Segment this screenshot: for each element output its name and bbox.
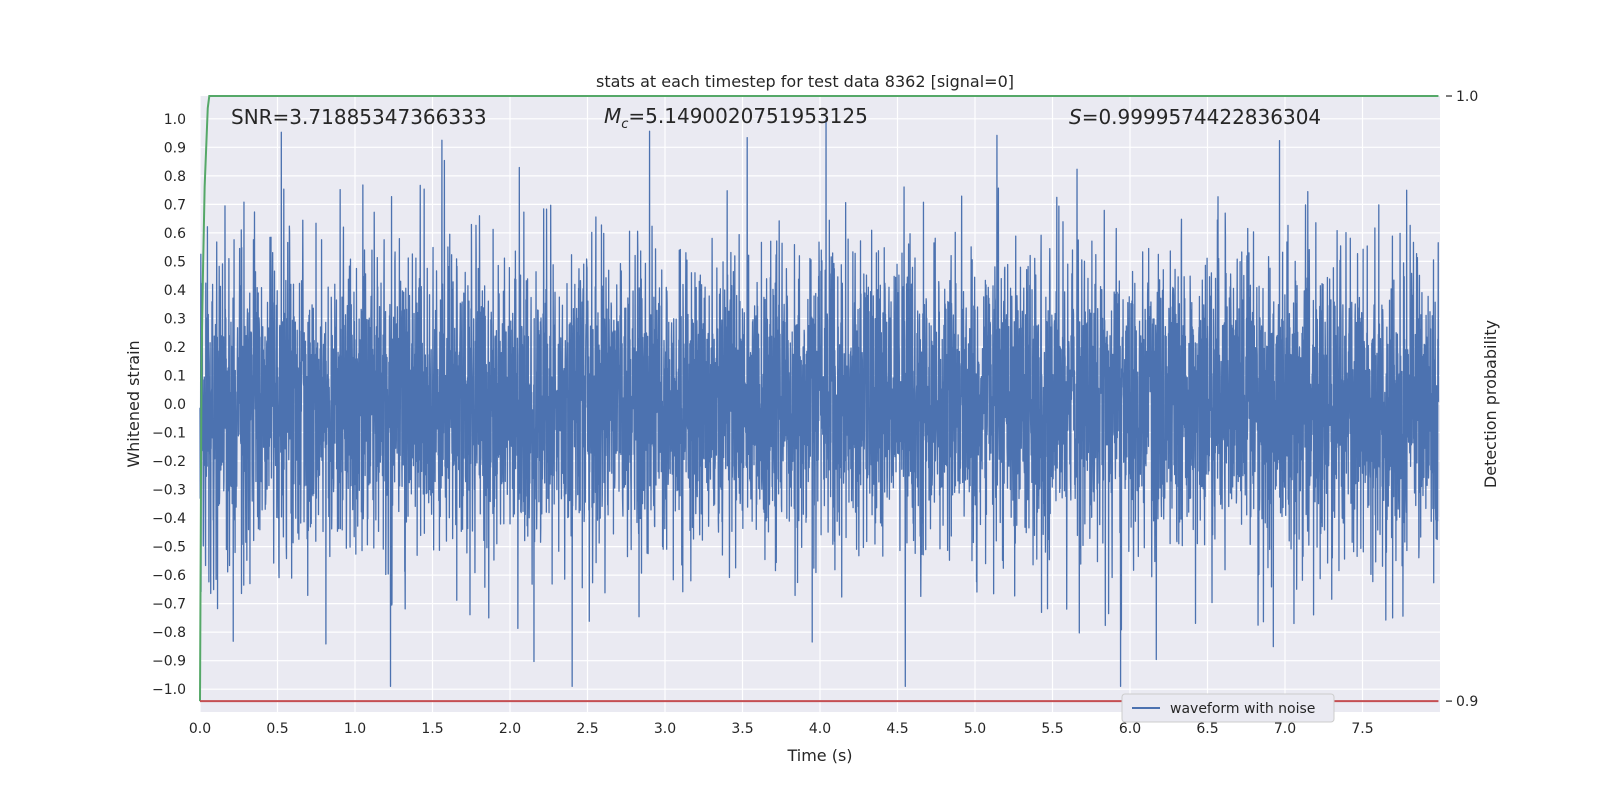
x-tick-label: 2.5	[576, 721, 598, 737]
legend-box	[1121, 693, 1335, 723]
y-tick-label: 0.9	[164, 140, 186, 156]
series-detection	[199, 95, 1439, 702]
x-tick-label: 7.0	[1274, 721, 1296, 737]
y-tick-label: 1.0	[164, 112, 186, 128]
y-tick-label: −0.4	[152, 511, 186, 527]
x-tick-labels: 0.0 0.5 1.0 1.5 2.0 2.5 3.0 3.5 4.0 4.5 5.0 5.5 6.0 6…	[189, 721, 1374, 737]
y-tick-label: 0.3	[164, 311, 186, 327]
x-tick-label: 7.5	[1351, 721, 1373, 737]
legend: waveform with noise	[1121, 693, 1335, 723]
y-tick-label: −0.9	[152, 654, 186, 670]
x-tick-label: 4.5	[886, 721, 908, 737]
annotation-mc: Mc=5.1490020751953125	[604, 104, 868, 132]
x-tick-label: 6.0	[1119, 721, 1141, 737]
y-tick-label: −0.6	[152, 568, 186, 584]
annotation-s: S=0.9999574422836304	[1069, 105, 1321, 129]
y-tick-label: −0.2	[152, 454, 186, 470]
x-tick-label: 0.5	[266, 721, 288, 737]
legend-label-waveform: waveform with noise	[1170, 701, 1315, 717]
y-tick-label: −0.8	[152, 625, 186, 641]
y-tick-label: 0.1	[164, 368, 186, 384]
y-tick-label: 0.0	[164, 397, 186, 413]
annotation-snr: SNR=3.71885347366333	[231, 105, 487, 129]
y-right-tick-label: 1.0	[1456, 89, 1478, 105]
y-tick-label: 0.8	[164, 169, 186, 185]
y-tick-label: −0.3	[152, 483, 186, 499]
x-tick-label: 6.5	[1196, 721, 1218, 737]
y-axis-label: Whitened strain	[124, 340, 143, 467]
y-tick-labels: 1.0 0.9 0.8 0.7 0.6 0.5 0.4 0.3 0.2 0.1 0.0 −0.1 −0.…	[152, 112, 186, 698]
x-axis-label: Time (s)	[786, 746, 852, 765]
chart-title: stats at each timestep for test data 836…	[596, 72, 1014, 91]
x-tick-label: 3.0	[654, 721, 676, 737]
x-tick-label: 5.5	[1041, 721, 1063, 737]
x-tick-label: 2.0	[499, 721, 521, 737]
y-tick-label: 0.7	[164, 197, 186, 213]
y-right-tick-label: 0.9	[1456, 694, 1478, 710]
y-tick-label: −0.7	[152, 597, 186, 613]
x-tick-label: 5.0	[964, 721, 986, 737]
y-right-ticks: 1.0 0.9	[1446, 89, 1478, 710]
y-tick-label: 0.2	[164, 340, 186, 356]
x-tick-label: 0.0	[189, 721, 211, 737]
y-right-axis-label: Detection probability	[1481, 320, 1500, 488]
x-tick-label: 1.0	[344, 721, 366, 737]
detection-probability-line	[199, 95, 1439, 702]
waveform-line	[199, 118, 1440, 687]
y-tick-label: 0.4	[164, 283, 186, 299]
series-waveform	[199, 118, 1440, 687]
y-tick-label: 0.6	[164, 226, 186, 242]
y-tick-label: 0.5	[164, 254, 186, 270]
x-tick-label: 3.5	[731, 721, 753, 737]
x-tick-label: 4.0	[809, 721, 831, 737]
x-tick-label: 1.5	[421, 721, 443, 737]
y-tick-label: −0.5	[152, 540, 186, 556]
y-tick-label: −0.1	[152, 426, 186, 442]
y-tick-label: −1.0	[152, 682, 186, 698]
